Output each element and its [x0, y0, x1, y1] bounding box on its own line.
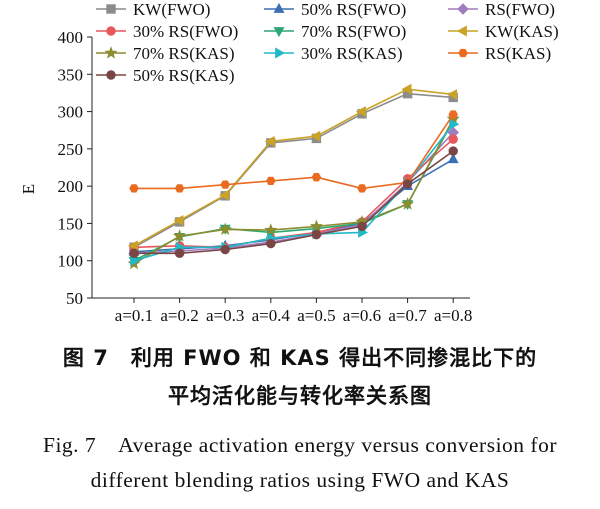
x-tick-label: a=0.7	[388, 306, 427, 325]
data-point	[355, 106, 366, 118]
series-layer	[127, 83, 460, 270]
x-tick-label: a=0.6	[343, 306, 381, 325]
legend-marker	[106, 26, 116, 36]
x-tick-label: a=0.1	[115, 306, 153, 325]
y-axis-label: E	[19, 184, 38, 194]
data-point	[218, 222, 232, 235]
legend-label: 50% RS(FWO)	[301, 0, 406, 19]
data-point	[311, 229, 322, 240]
data-point	[266, 238, 276, 249]
y-tick-label: 250	[58, 140, 84, 159]
series-6	[127, 112, 460, 270]
x-tick-label: a=0.3	[206, 306, 244, 325]
legend-item: 30% RS(FWO)	[96, 22, 238, 41]
legend-item: 30% RS(KAS)	[264, 44, 403, 63]
data-point	[174, 184, 185, 193]
data-point	[264, 223, 278, 236]
series-line	[133, 88, 454, 247]
y-tick-label: 400	[58, 28, 84, 47]
series-line	[133, 92, 454, 248]
legend-item: 70% RS(FWO)	[264, 22, 406, 41]
caption-cn-line-2: 平均活化能与转化率关系图	[168, 384, 432, 408]
data-point	[401, 83, 412, 95]
x-tick-label: a=0.8	[434, 306, 472, 325]
data-point	[447, 153, 459, 164]
data-point	[402, 179, 413, 189]
legend-label: 30% RS(FWO)	[133, 22, 238, 41]
legend-item: KW(FWO)	[96, 0, 210, 19]
legend-label: 30% RS(KAS)	[301, 44, 403, 63]
data-point	[357, 221, 367, 232]
legend-label: KW(FWO)	[133, 0, 210, 19]
series-0	[129, 88, 458, 252]
legend-marker	[273, 2, 285, 13]
y-tick-label: 350	[58, 65, 84, 84]
data-point	[449, 118, 460, 130]
data-point	[266, 176, 276, 186]
legend-marker	[275, 47, 286, 59]
legend-marker	[104, 46, 118, 59]
data-point	[309, 219, 323, 232]
data-point	[173, 214, 184, 226]
legend-marker	[458, 48, 468, 58]
x-tick-label: a=0.2	[160, 306, 198, 325]
legend-item: 50% RS(FWO)	[264, 0, 406, 19]
series-5	[127, 83, 458, 252]
data-point	[357, 184, 367, 193]
data-point	[127, 240, 138, 252]
legend: KW(FWO) 50% RS(FWO) RS(FWO) 30% RS(FWO) 70% …	[96, 0, 559, 85]
x-tick-label: a=0.5	[297, 306, 335, 325]
data-point	[129, 184, 139, 193]
series-line	[133, 118, 454, 265]
y-tick-label: 50	[66, 289, 83, 308]
legend-marker	[273, 27, 285, 38]
series-line	[134, 114, 454, 190]
legend-label: KW(KAS)	[485, 22, 559, 41]
data-point	[311, 173, 322, 182]
data-point	[220, 244, 230, 255]
legend-item: RS(FWO)	[448, 0, 555, 19]
legend-marker	[106, 70, 116, 80]
legend-item: 50% RS(KAS)	[96, 66, 235, 85]
series-line	[133, 131, 454, 255]
y-tick-label: 150	[58, 214, 84, 233]
data-point	[310, 130, 321, 142]
legend-label: RS(FWO)	[485, 0, 555, 19]
caption-en-line-2: different blending ratios using FWO and …	[90, 468, 510, 492]
legend-marker	[456, 25, 467, 37]
series-8	[129, 110, 458, 193]
legend-label: 70% RS(KAS)	[133, 44, 235, 63]
data-point	[447, 88, 458, 100]
data-point	[448, 146, 458, 156]
series-line	[134, 150, 454, 255]
data-point	[220, 180, 230, 189]
data-point	[448, 110, 458, 119]
legend-marker	[106, 4, 116, 14]
legend-item: KW(KAS)	[448, 22, 559, 41]
caption-cn-line-1: 图 7 利用 FWO 和 KAS 得出不同掺混比下的	[62, 346, 538, 370]
legend-label: 70% RS(FWO)	[301, 22, 406, 41]
y-tick-label: 100	[58, 252, 84, 271]
x-tick-label: a=0.4	[252, 306, 291, 325]
data-point	[130, 255, 141, 267]
series-9	[129, 146, 458, 258]
data-point	[264, 135, 275, 147]
legend-label: RS(KAS)	[485, 44, 551, 63]
data-point	[401, 197, 415, 210]
legend-marker	[457, 3, 469, 15]
caption-en-line-1: Fig. 7 Average activation energy versus …	[43, 433, 557, 457]
chart-axes: 50 100 150 200 250 300 350 400 a=0.1 a=0.2 a=0.3 a=…	[58, 28, 473, 325]
data-point	[129, 248, 139, 258]
data-point	[219, 189, 230, 201]
data-point	[174, 248, 185, 258]
legend-item: RS(KAS)	[448, 44, 551, 63]
legend-label: 50% RS(KAS)	[133, 66, 235, 85]
y-tick-label: 200	[58, 177, 84, 196]
legend-item: 70% RS(KAS)	[96, 44, 235, 63]
y-tick-label: 300	[58, 103, 84, 122]
data-point	[173, 229, 187, 242]
data-point	[448, 134, 458, 144]
activation-energy-line-chart: 50 100 150 200 250 300 350 400 a=0.1 a=0.2 a=0.3 a=…	[19, 0, 559, 325]
